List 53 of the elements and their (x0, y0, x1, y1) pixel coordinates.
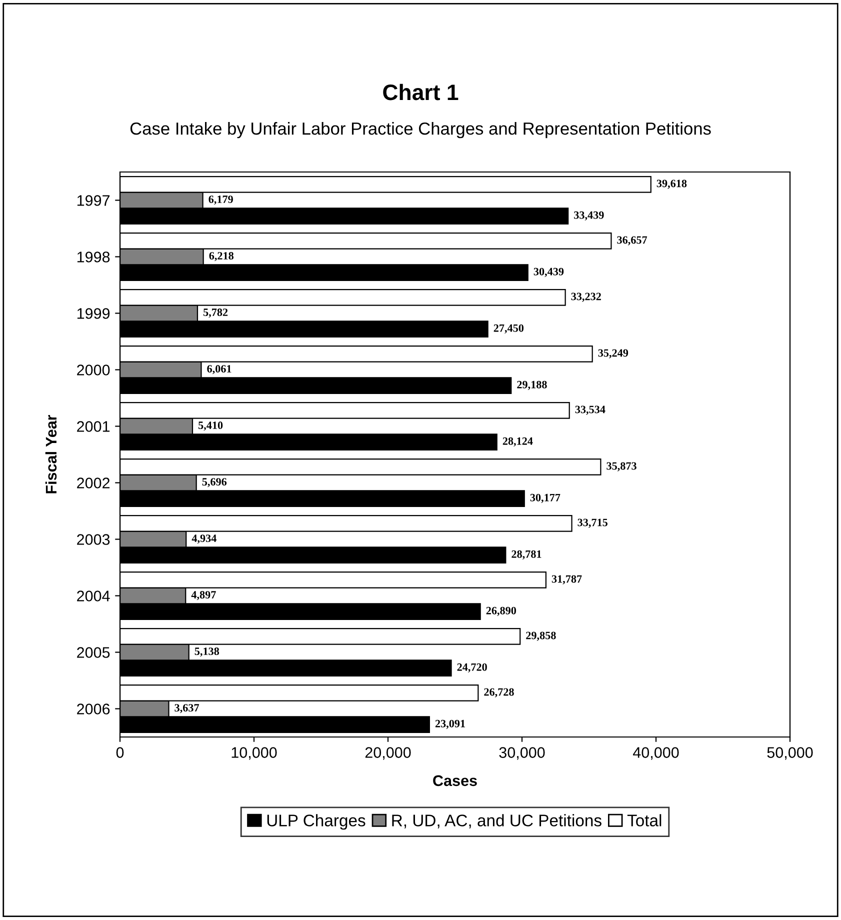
data-label: 26,728 (484, 688, 514, 698)
data-label: 35,873 (606, 462, 636, 472)
chart-subtitle: Case Intake by Unfair Labor Practice Charges and Representation Petitions (130, 122, 711, 138)
x-axis-title: Cases (433, 775, 477, 786)
data-label: 5,696 (202, 478, 227, 488)
data-label: 35,249 (598, 349, 628, 358)
y-tick-label: 2003 (77, 534, 110, 545)
data-label: 28,781 (512, 550, 542, 560)
y-tick-label: 1997 (77, 195, 110, 206)
data-label: 33,232 (571, 292, 601, 302)
data-label: 29,858 (526, 632, 556, 641)
legend-label: Total (627, 814, 662, 826)
x-tick-label: 20,000 (365, 747, 411, 760)
y-tick-label: 2000 (77, 364, 110, 376)
data-label: 24,720 (457, 663, 487, 672)
x-tick-label: 0 (116, 747, 124, 758)
y-tick-label: 2004 (77, 590, 110, 602)
y-tick-label: 1998 (77, 252, 110, 262)
data-label: 39,618 (656, 180, 687, 189)
x-tick-label: 10,000 (232, 747, 277, 760)
data-label: 5,410 (198, 422, 223, 431)
data-label: 5,782 (203, 308, 228, 318)
data-label: 23,091 (435, 720, 465, 729)
data-label: 27,450 (494, 324, 524, 334)
data-label: 3,637 (174, 704, 200, 714)
data-label: 33,439 (574, 211, 604, 220)
y-tick-label: 2005 (77, 647, 110, 658)
data-label: 30,177 (530, 494, 560, 503)
data-label: 26,890 (486, 606, 516, 616)
data-label: 4,934 (192, 534, 216, 544)
data-label: 36,657 (617, 236, 648, 246)
data-label: 6,061 (207, 365, 232, 374)
legend-label: R, UD, AC, and UC Petitions (392, 814, 602, 828)
y-tick-label: 2001 (77, 421, 110, 432)
legend-label: ULP Charges (267, 814, 366, 830)
y-axis-title: Fiscal Year (45, 414, 57, 494)
data-label: 33,715 (578, 518, 608, 528)
data-label: 6,179 (208, 196, 233, 205)
data-label: 30,439 (534, 268, 564, 277)
x-tick-label: 50,000 (767, 747, 813, 760)
data-label: 29,188 (517, 380, 547, 390)
y-tick-label: 2006 (77, 704, 110, 714)
y-tick-label: 1999 (77, 308, 110, 319)
y-tick-label: 2002 (77, 478, 110, 488)
chart-title: Chart 1 (383, 84, 458, 100)
x-tick-label: 40,000 (632, 747, 679, 760)
data-label: 33,534 (575, 406, 606, 415)
data-label: 5,138 (194, 648, 220, 657)
x-tick-label: 30,000 (499, 747, 545, 760)
data-label: 31,787 (552, 575, 582, 584)
data-label: 6,218 (209, 252, 234, 262)
data-label: 28,124 (502, 437, 533, 446)
data-label: 4,897 (191, 591, 216, 600)
